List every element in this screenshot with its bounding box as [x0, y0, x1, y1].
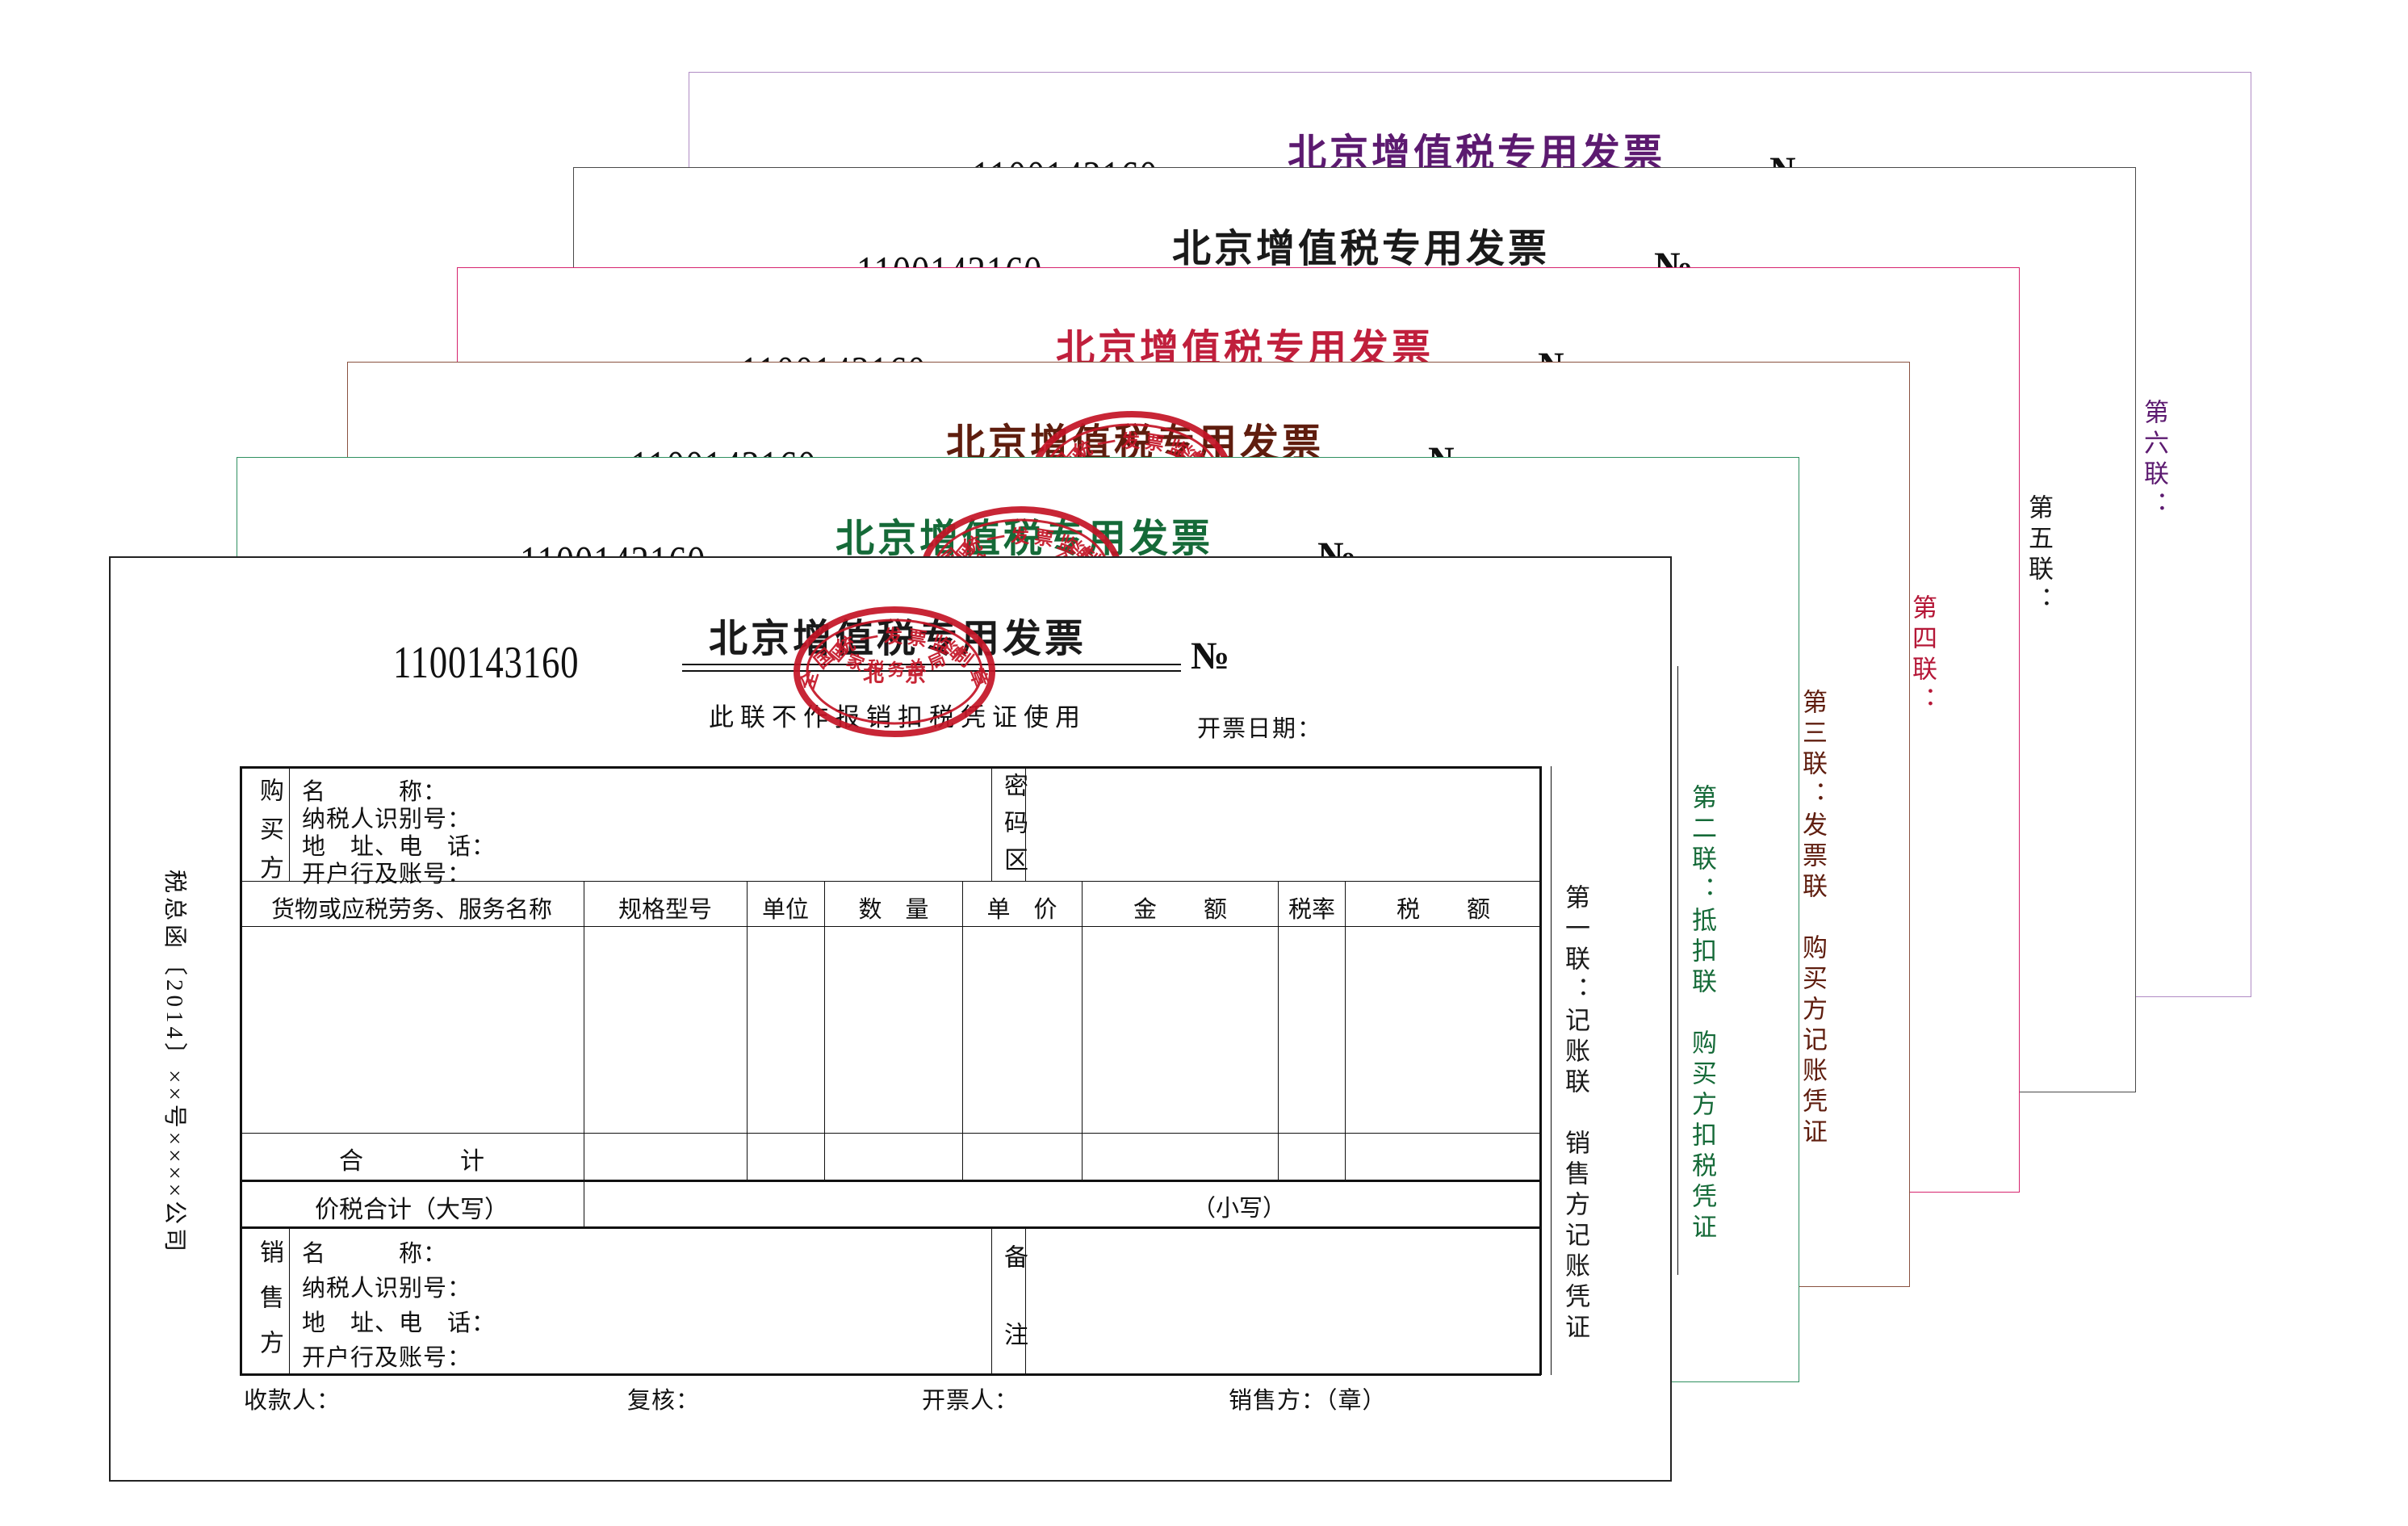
- item-header-bottom-line: [240, 926, 1541, 928]
- invoice-code: 1100143160: [393, 638, 580, 688]
- table-border-right: [1539, 766, 1542, 1375]
- buyer-name-label: 名 称：: [302, 779, 448, 805]
- usage-notice: 此联不作报销扣税凭证使用: [709, 703, 1087, 732]
- seller-address-label: 地 址、电 话：: [302, 1310, 496, 1336]
- seller-bank-label: 开户行及账号：: [302, 1345, 472, 1371]
- seller-side-label: 销售方: [256, 1239, 283, 1375]
- invoice-sheet-第一联: 1100143160 北京增值税专用发票 № 此联不作报销扣税凭证使用 开票日期…: [109, 556, 1672, 1482]
- copy-strip-line: [1677, 666, 1679, 1275]
- copy-ordinal-strip: 第一联：记账联 销售方记账凭证: [1561, 884, 1589, 1344]
- copy-ordinal-strip: 第四联：: [1908, 594, 1937, 717]
- seller-seal-label: 销售方：（章）: [1229, 1388, 1387, 1414]
- tax-total-figures-label: （小写）: [1192, 1196, 1287, 1222]
- buyer-taxid-label: 纳税人识别号：: [302, 807, 472, 832]
- table-border-top: [240, 766, 1541, 769]
- stamp-center-text: 北 京: [863, 662, 926, 686]
- title-double-rule-bottom: [682, 670, 1181, 673]
- buyer-side-label: 购买方: [256, 778, 283, 894]
- invoice-title: 北京增值税专用发票: [1171, 228, 1551, 270]
- tax-supervision-stamp-icon: 全国统一发票监制章 北 京 国家税务总局监制: [789, 601, 995, 737]
- column-divider-unit: [747, 881, 748, 1180]
- header-unit: 单位: [761, 897, 810, 923]
- password-area-right-divider: [1025, 766, 1027, 881]
- column-divider-tax: [1345, 881, 1346, 1180]
- tax-total-words-label: 价税合计（大写）: [315, 1197, 509, 1223]
- header-quantity: 数 量: [858, 897, 929, 923]
- header-tax-amount: 税 额: [1396, 897, 1491, 923]
- remark-left-divider: [991, 1226, 993, 1373]
- payee-label: 收款人：: [244, 1388, 341, 1414]
- column-divider-price: [962, 881, 964, 1180]
- copy-ordinal-strip: 第六联：: [2140, 399, 2168, 522]
- total-row-bottom-line: [240, 1180, 1541, 1182]
- buyer-side-divider: [289, 766, 291, 881]
- seller-side-divider: [289, 1226, 291, 1373]
- buyer-bank-label: 开户行及账号：: [302, 862, 472, 887]
- tax-circular-note: 税总函〔2014〕××号××××公司: [161, 870, 187, 1256]
- copy-ordinal-strip: 第五联：: [2025, 494, 2053, 617]
- seller-taxid-label: 纳税人识别号：: [302, 1276, 472, 1302]
- column-divider-rate: [1278, 881, 1279, 1180]
- table-border-left: [240, 766, 242, 1375]
- remark-label: 备注: [1000, 1244, 1027, 1399]
- item-body-bottom-line: [240, 1133, 1541, 1134]
- total-row-label: 合 计: [339, 1148, 484, 1175]
- reviewer-label: 复核：: [627, 1388, 701, 1414]
- drawer-label: 开票人：: [922, 1388, 1020, 1414]
- column-divider-amount: [1082, 881, 1083, 1180]
- header-goods-name: 货物或应税劳务、服务名称: [270, 897, 553, 923]
- password-area-left-divider: [991, 766, 993, 881]
- copy-strip-line: [1551, 766, 1552, 1375]
- password-area-label: 密码区: [1000, 773, 1027, 884]
- table-border-bottom: [240, 1373, 1541, 1376]
- header-unit-price: 单 价: [986, 897, 1057, 923]
- buyer-box-bottom-line: [240, 881, 1541, 882]
- buyer-address-label: 地 址、电 话：: [302, 834, 496, 860]
- column-divider-qty: [824, 881, 826, 1180]
- numero-symbol: №: [1191, 635, 1230, 677]
- tax-total-row-bottom-line: [240, 1226, 1541, 1229]
- copy-ordinal-strip: 第二联：抵扣联 购买方扣税凭证: [1688, 784, 1716, 1244]
- copy-ordinal-strip: 第三联：发票联 购买方记账凭证: [1799, 689, 1827, 1149]
- header-amount: 金 额: [1133, 897, 1228, 923]
- title-double-rule-top: [682, 664, 1181, 666]
- issue-date-label: 开票日期：: [1197, 716, 1323, 742]
- invoice-title: 北京增值税专用发票: [835, 518, 1214, 560]
- header-spec: 规格型号: [618, 897, 713, 923]
- remark-right-divider: [1025, 1226, 1027, 1373]
- seller-name-label: 名 称：: [302, 1241, 448, 1267]
- invoice-title: 北京增值税专用发票: [708, 618, 1087, 660]
- header-tax-rate: 税率: [1288, 897, 1336, 923]
